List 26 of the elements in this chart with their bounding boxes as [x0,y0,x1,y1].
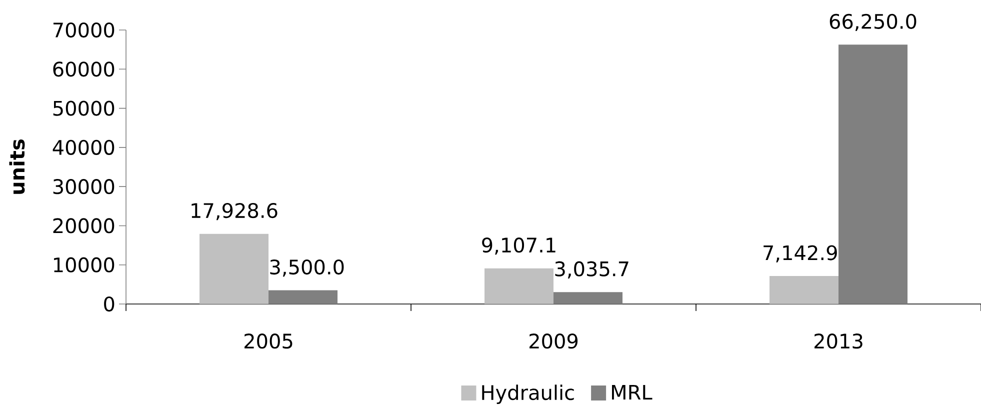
y-tick-label: 50000 [53,100,114,116]
data-label: 7,142.9 [764,245,837,262]
bar [770,276,839,304]
y-tick-label: 20000 [53,218,114,234]
bar [200,234,269,304]
data-label: 3,035.7 [555,261,628,278]
x-tick-label: 2013 [814,334,862,349]
y-tick-label: 60000 [53,62,114,77]
bar [484,268,554,304]
y-tick-label: 0 [104,296,114,312]
legend-label: Hydraulic [482,384,574,404]
y-tick-label: 70000 [54,22,114,38]
data-label: 3,500.0 [270,259,344,277]
bar [268,290,338,304]
legend-label: MRL [612,384,652,400]
x-tick-label: 2009 [530,334,578,349]
data-label: 66,250.0 [830,14,916,32]
bar [554,292,623,304]
data-label: 9,107.1 [482,238,556,255]
y-tick-label: 10000 [54,257,114,272]
y-axis-title: units [9,140,25,194]
y-tick-label: 30000 [53,179,114,194]
y-tick-label: 40000 [52,140,114,155]
data-label: 17,928.6 [192,202,278,220]
bar [838,44,908,304]
x-tick-label: 2005 [244,334,292,349]
